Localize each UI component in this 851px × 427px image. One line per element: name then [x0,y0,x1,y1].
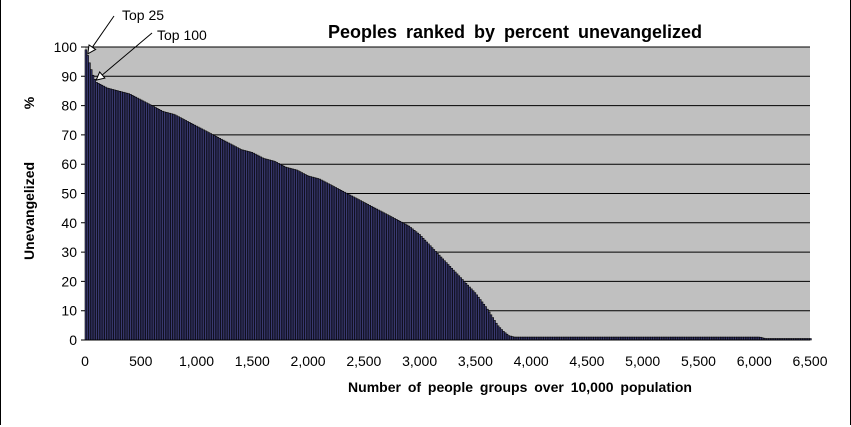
annotation-arrowhead [87,44,97,55]
y-tick-label: 20 [61,273,77,289]
x-tick-label: 5,500 [681,353,716,369]
y-tick-label: 50 [61,186,77,202]
y-tick-label: 70 [61,127,77,143]
y-tick-label: 90 [61,68,77,84]
y-tick-label: 60 [61,156,77,172]
x-axis-label: Number of people groups over 10,000 popu… [348,379,692,395]
x-tick-label: 500 [129,353,153,369]
x-tick-label: 3,000 [402,353,437,369]
x-tick-label: 2,000 [291,353,326,369]
y-tick-label: 10 [61,303,77,319]
x-tick-labels: 0 500 1,000 1,500 2,000 2,500 3,000 3,500 4,000 4… [81,353,828,369]
x-tick-label: 2,500 [346,353,381,369]
y-tick-label: 40 [61,215,77,231]
annotation-arrow [95,32,153,81]
bar [809,338,812,341]
y-tick-label: 80 [61,98,77,114]
y-tick-label: 100 [54,39,78,55]
y-axis-label-word: Unevangelized [21,162,37,260]
x-tick-label: 6,000 [737,353,772,369]
x-tick-label: 5,000 [625,353,660,369]
chart-title: Peoples ranked by percent unevangelized [328,22,702,42]
x-tick-label: 6,500 [792,353,827,369]
x-tick-label: 1,000 [179,353,214,369]
x-tick-label: 4,500 [569,353,604,369]
annotation-arrowhead [95,71,106,81]
x-tick-label: 1,500 [235,353,270,369]
annotation-label: Top 25 [122,7,164,23]
x-tick-label: 3,500 [458,353,493,369]
y-axis-label-unit: % [21,96,37,109]
bars [84,49,812,341]
annotations: Top 25 Top 100 [87,7,207,81]
x-tick-label: 4,000 [514,353,549,369]
x-tick-label: 0 [81,353,89,369]
y-tick-label: 30 [61,244,77,260]
y-tick-label: 0 [69,332,77,348]
y-tick-labels: 0 10 20 30 40 50 60 70 80 90 100 [54,39,78,348]
annotation-label: Top 100 [157,27,207,43]
